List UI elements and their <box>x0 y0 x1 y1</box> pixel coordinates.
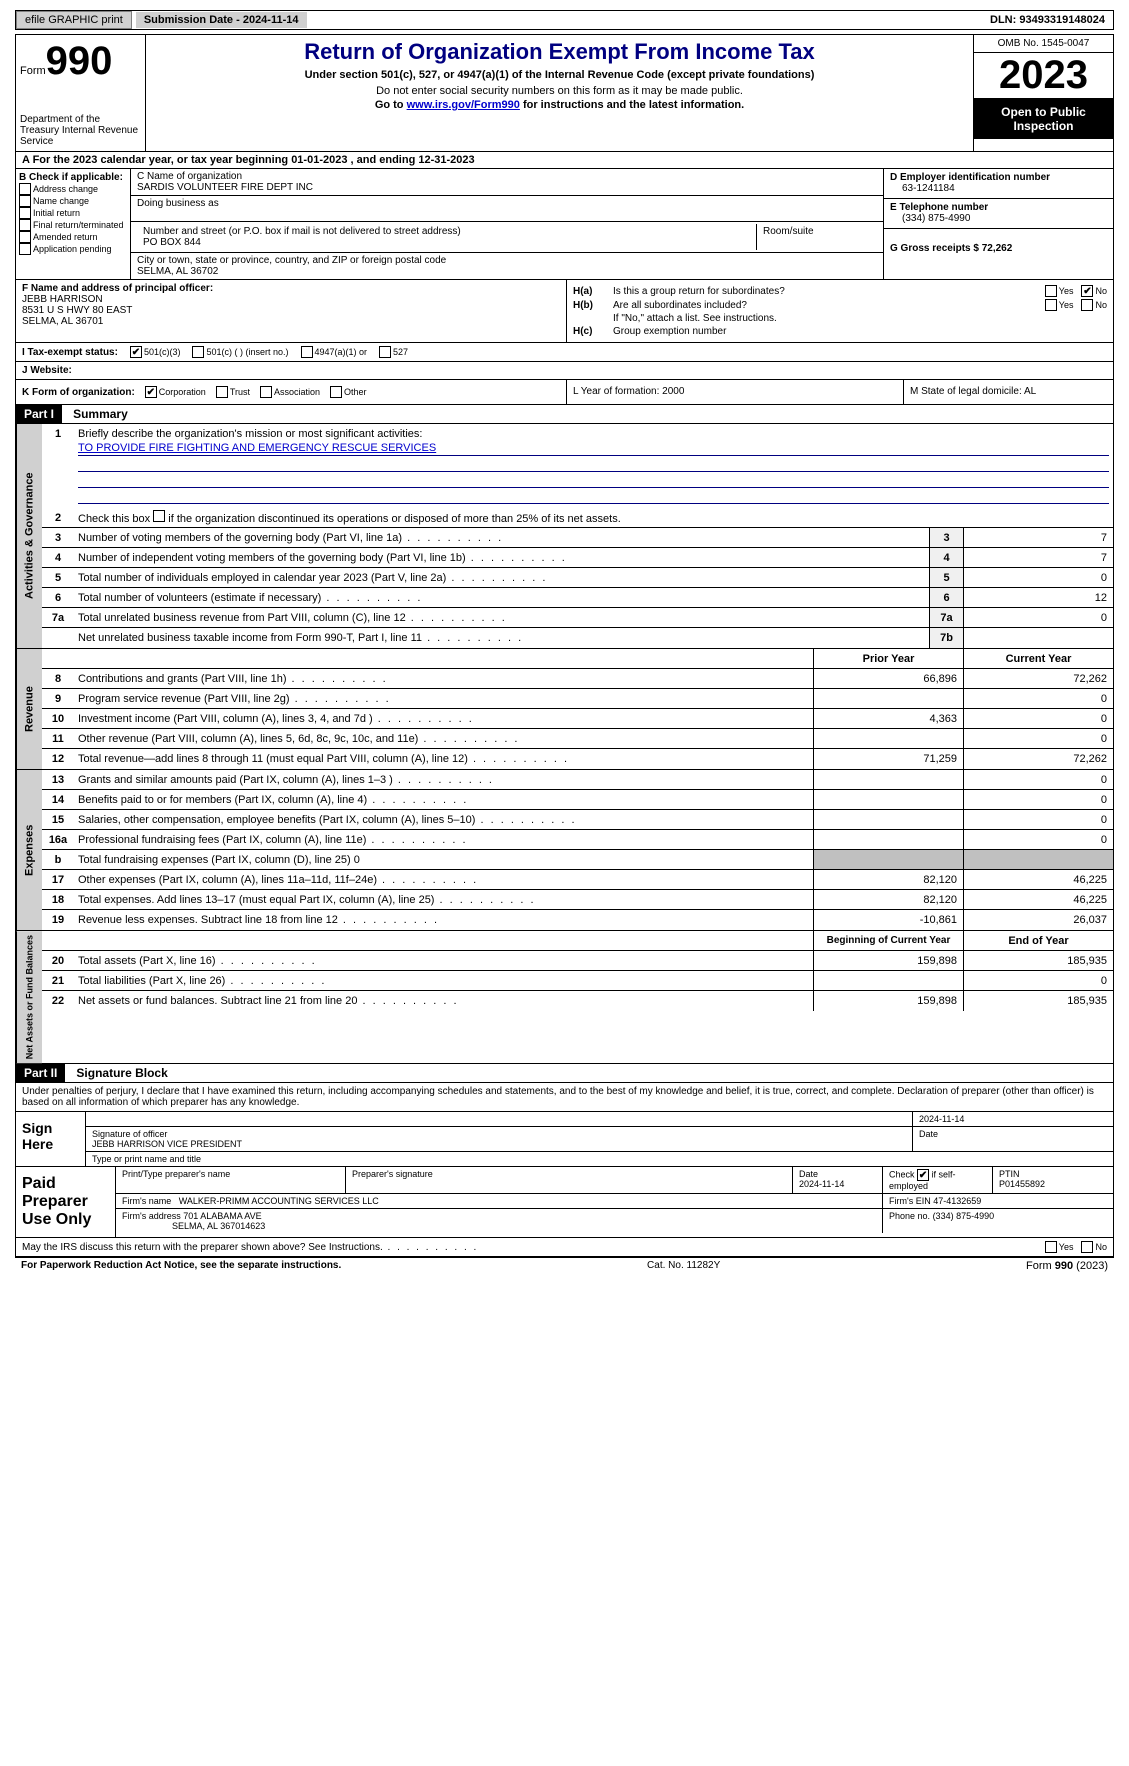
self-employed-checkbox[interactable] <box>917 1169 929 1181</box>
gross-receipts: G Gross receipts $ 72,262 <box>890 243 1012 254</box>
form-note1: Do not enter social security numbers on … <box>154 85 965 97</box>
corp-checkbox[interactable] <box>145 386 157 398</box>
org-name: SARDIS VOLUNTEER FIRE DEPT INC <box>137 182 313 193</box>
form-title: Return of Organization Exempt From Incom… <box>154 39 965 65</box>
firm-ein: 47-4132659 <box>933 1196 981 1206</box>
col-end: End of Year <box>963 931 1113 950</box>
section-h: H(a) Is this a group return for subordin… <box>566 280 1113 342</box>
mission-text: TO PROVIDE FIRE FIGHTING AND EMERGENCY R… <box>78 442 1109 456</box>
officer-sig: JEBB HARRISON VICE PRESIDENT <box>92 1139 242 1149</box>
dln: DLN: 93493319148024 <box>982 12 1113 28</box>
irs-discuss-row: May the IRS discuss this return with the… <box>15 1238 1114 1257</box>
ptin: P01455892 <box>999 1179 1045 1189</box>
checkbox-amended[interactable] <box>19 231 31 243</box>
checkbox-initial-return[interactable] <box>19 207 31 219</box>
sign-here-label: Sign Here <box>16 1112 86 1166</box>
part1-title: Summary <box>65 405 136 423</box>
part2-header: Part II <box>16 1064 65 1082</box>
footer-formref: Form 990 (2023) <box>1026 1260 1108 1272</box>
firm-phone: (334) 875-4990 <box>933 1211 995 1221</box>
row-a-tax-year: A For the 2023 calendar year, or tax yea… <box>15 152 1114 169</box>
501c3-checkbox[interactable] <box>130 346 142 358</box>
section-i: I Tax-exempt status: 501(c)(3) 501(c) ( … <box>15 343 1114 362</box>
ha-yes-checkbox[interactable] <box>1045 285 1057 297</box>
form-subtitle: Under section 501(c), 527, or 4947(a)(1)… <box>154 69 965 81</box>
form-label: Form <box>20 65 46 77</box>
section-m: M State of legal domicile: AL <box>903 380 1113 404</box>
assoc-checkbox[interactable] <box>260 386 272 398</box>
footer-paperwork: For Paperwork Reduction Act Notice, see … <box>21 1260 341 1272</box>
vtab-netassets: Net Assets or Fund Balances <box>16 931 42 1063</box>
footer-catno: Cat. No. 11282Y <box>647 1260 720 1272</box>
checkbox-final-return[interactable] <box>19 219 31 231</box>
irs-yes-checkbox[interactable] <box>1045 1241 1057 1253</box>
org-address: PO BOX 844 <box>143 237 201 248</box>
phone: (334) 875-4990 <box>902 213 970 224</box>
checkbox-pending[interactable] <box>19 243 31 255</box>
tax-year: 2023 <box>974 53 1113 99</box>
ein: 63-1241184 <box>902 183 955 194</box>
trust-checkbox[interactable] <box>216 386 228 398</box>
sections-d-e-g: D Employer identification number63-12411… <box>883 169 1113 279</box>
inspection-label: Open to Public Inspection <box>974 99 1113 139</box>
vtab-revenue: Revenue <box>16 649 42 769</box>
ha-no-checkbox[interactable] <box>1081 285 1093 297</box>
line2-checkbox[interactable] <box>153 510 165 522</box>
irs-link[interactable]: www.irs.gov/Form990 <box>407 99 520 111</box>
efile-print-button[interactable]: efile GRAPHIC print <box>16 11 132 29</box>
vtab-governance: Activities & Governance <box>16 424 42 648</box>
submission-date: Submission Date - 2024-11-14 <box>136 12 307 28</box>
section-l: L Year of formation: 2000 <box>566 380 903 404</box>
col-begin: Beginning of Current Year <box>813 931 963 950</box>
note2-suffix: for instructions and the latest informat… <box>520 99 744 111</box>
checkbox-address-change[interactable] <box>19 183 31 195</box>
section-j: J Website: <box>15 362 1114 380</box>
checkbox-name-change[interactable] <box>19 195 31 207</box>
527-checkbox[interactable] <box>379 346 391 358</box>
omb-number: OMB No. 1545-0047 <box>974 35 1113 53</box>
part1-header: Part I <box>16 405 62 423</box>
org-city: SELMA, AL 36702 <box>137 266 218 277</box>
irs-no-checkbox[interactable] <box>1081 1241 1093 1253</box>
section-k: K Form of organization: Corporation Trus… <box>16 380 566 404</box>
4947-checkbox[interactable] <box>301 346 313 358</box>
col-current: Current Year <box>963 649 1113 668</box>
top-bar: efile GRAPHIC print Submission Date - 20… <box>15 10 1114 30</box>
other-checkbox[interactable] <box>330 386 342 398</box>
part2-title: Signature Block <box>68 1064 175 1082</box>
note2-prefix: Go to <box>375 99 407 111</box>
vtab-expenses: Expenses <box>16 770 42 930</box>
form-header: Form990 Department of the Treasury Inter… <box>15 34 1114 152</box>
section-f: F Name and address of principal officer:… <box>16 280 566 342</box>
paid-preparer-label: Paid Preparer Use Only <box>16 1167 116 1237</box>
section-b: B Check if applicable: Address change Na… <box>16 169 131 279</box>
hb-no-checkbox[interactable] <box>1081 299 1093 311</box>
section-c: C Name of organizationSARDIS VOLUNTEER F… <box>131 169 883 279</box>
declaration-text: Under penalties of perjury, I declare th… <box>16 1083 1113 1111</box>
col-prior: Prior Year <box>813 649 963 668</box>
firm-name: WALKER-PRIMM ACCOUNTING SERVICES LLC <box>179 1196 379 1206</box>
form-number: 990 <box>46 39 113 83</box>
501c-checkbox[interactable] <box>192 346 204 358</box>
dept-label: Department of the Treasury Internal Reve… <box>20 114 141 147</box>
hb-yes-checkbox[interactable] <box>1045 299 1057 311</box>
